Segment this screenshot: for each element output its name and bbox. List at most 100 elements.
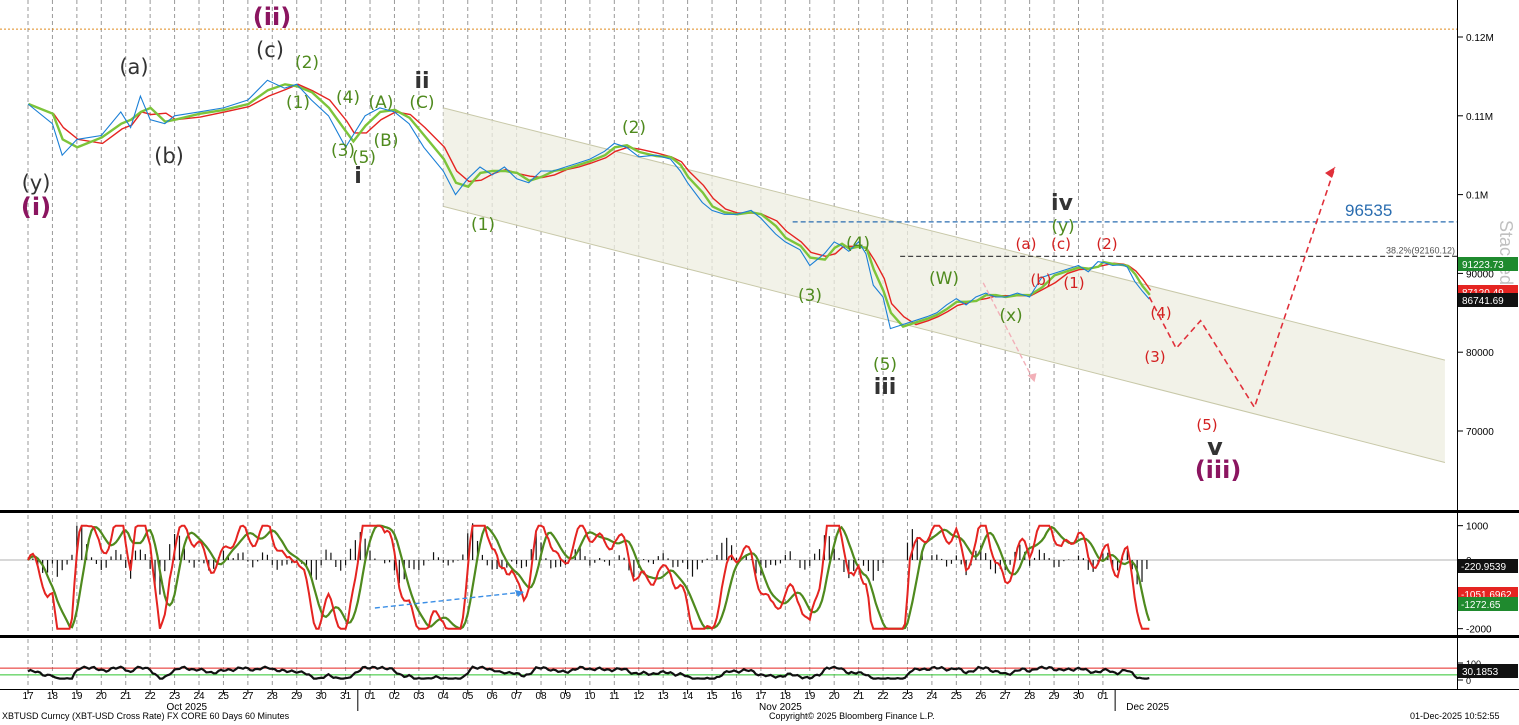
- x-tick-label: 04: [438, 691, 450, 702]
- rsi-line: [27, 665, 1150, 680]
- projection-path: [1148, 166, 1336, 410]
- x-tick-label: 13: [658, 691, 670, 702]
- x-tick-label: 28: [1024, 691, 1036, 702]
- x-tick-label: 24: [193, 691, 205, 702]
- wave-label: (1): [286, 93, 310, 113]
- x-tick-label: 19: [71, 691, 83, 702]
- x-tick-label: 23: [169, 691, 181, 702]
- x-tick-label: 01: [1097, 691, 1109, 702]
- x-tick-label: 03: [413, 691, 425, 702]
- wave-label: (3): [331, 141, 355, 161]
- y-tick-label: 70000: [1466, 427, 1494, 438]
- x-tick-label: 01: [364, 691, 376, 702]
- wave-label: (W): [929, 269, 959, 289]
- wave-label: (y): [1051, 217, 1074, 237]
- wave-label: (3): [798, 286, 822, 306]
- fib-38-label: 38.2%(92160.12): [1386, 245, 1455, 255]
- price-tag-box: [1458, 257, 1518, 271]
- wave-label: (4): [336, 88, 360, 108]
- x-tick-label: 06: [487, 691, 499, 702]
- y-tick-label: 90000: [1466, 269, 1494, 280]
- x-tick-label: 17: [22, 691, 34, 702]
- wave-label: (4): [1150, 304, 1171, 322]
- y-tick-label: 0.12M: [1466, 33, 1494, 44]
- projection-arrowhead: [1325, 167, 1336, 179]
- wave-label: (b): [1030, 271, 1051, 289]
- x-tick-label: 12: [633, 691, 645, 702]
- x-tick-label: 17: [755, 691, 767, 702]
- y-tick-label: 80000: [1466, 348, 1494, 359]
- osc-tag-box: [1458, 597, 1518, 611]
- divergence-arrowhead: [514, 590, 524, 597]
- x-tick-label: 08: [535, 691, 547, 702]
- osc-tag-box: [1458, 559, 1518, 573]
- wave-label: (4): [846, 234, 870, 254]
- wave-label: i: [354, 164, 362, 189]
- price-line: [27, 79, 1150, 330]
- rsi-y-tick-label: 0: [1466, 676, 1471, 686]
- x-tick-label: 07: [511, 691, 523, 702]
- rsi-tag-value: 30.1853: [1462, 667, 1499, 678]
- trend-channel-fill: [443, 107, 1445, 463]
- price-tag-value: 86741.69: [1462, 296, 1504, 307]
- wave-label: (3): [1144, 348, 1165, 366]
- footer-copyright: Copyright© 2025 Bloomberg Finance L.P.: [769, 711, 935, 721]
- osc-tag-value: -1051.6962: [1461, 590, 1512, 601]
- x-tick-label: 11: [609, 691, 620, 702]
- x-tick-label: 29: [291, 691, 303, 702]
- wave-label: (ii): [253, 3, 291, 31]
- x-tick-label: 25: [951, 691, 963, 702]
- x-tick-label: 21: [853, 691, 865, 702]
- footer-security-description: XBTUSD Curncy (XBT-USD Cross Rate) FX CO…: [2, 711, 290, 721]
- x-tick-label: 20: [96, 691, 108, 702]
- wave-label: iii: [874, 375, 897, 400]
- month-label: Nov 2025: [759, 702, 802, 711]
- x-tick-label: 02: [389, 691, 401, 702]
- wave-label: (5): [1196, 416, 1217, 434]
- wave-label: (a): [1016, 235, 1037, 253]
- wave-label: (x): [999, 306, 1022, 326]
- wave-label: ii: [414, 69, 429, 94]
- osc-tag-value: -1272.65: [1461, 600, 1501, 611]
- x-tick-label: 14: [682, 691, 694, 702]
- wave-label: (1): [471, 215, 495, 235]
- rsi-tag-box: [1458, 664, 1518, 678]
- price-tag-box: [1458, 293, 1518, 307]
- x-tick-label: 16: [731, 691, 743, 702]
- x-tick-label: 31: [340, 691, 352, 702]
- x-tick-label: 23: [902, 691, 914, 702]
- x-tick-label: 25: [218, 691, 230, 702]
- month-label: Dec 2025: [1126, 702, 1169, 711]
- wave-label: (c): [256, 38, 284, 62]
- x-tick-label: 28: [267, 691, 279, 702]
- wave-label: (c): [1051, 235, 1071, 253]
- x-tick-label: 29: [1048, 691, 1060, 702]
- x-tick-label: 18: [47, 691, 59, 702]
- x-tick-label: 26: [975, 691, 987, 702]
- price-tag-value: 91223.73: [1462, 260, 1504, 271]
- osc-y-tick-label: -2000: [1466, 625, 1492, 636]
- x-tick-label: 27: [242, 691, 254, 702]
- watermark-text: Stacked: [1496, 220, 1516, 285]
- x-tick-label: 15: [706, 691, 718, 702]
- osc-tag-value: -220.9539: [1461, 562, 1506, 573]
- osc-main-line: [27, 524, 1150, 631]
- wave-label: (iii): [1195, 456, 1242, 484]
- wave-label: v: [1207, 433, 1223, 461]
- footer-timestamp: 01-Dec-2025 10:52:55: [1410, 711, 1500, 721]
- x-tick-label: 22: [145, 691, 157, 702]
- wave-label: (B): [374, 131, 399, 151]
- wave-label: (5): [352, 148, 376, 168]
- x-tick-label: 05: [462, 691, 474, 702]
- x-tick-label: 20: [829, 691, 841, 702]
- x-tick-label: 22: [877, 691, 889, 702]
- wave-label: (2): [1096, 235, 1117, 253]
- wave-label: iv: [1051, 191, 1074, 216]
- x-tick-label: 30: [1073, 691, 1085, 702]
- x-tick-label: 30: [316, 691, 328, 702]
- level-96535-label: 96535: [1345, 201, 1392, 220]
- x-tick-label: 10: [584, 691, 596, 702]
- wave-label: (A): [369, 93, 394, 113]
- channel-lower-line: [443, 205, 1446, 464]
